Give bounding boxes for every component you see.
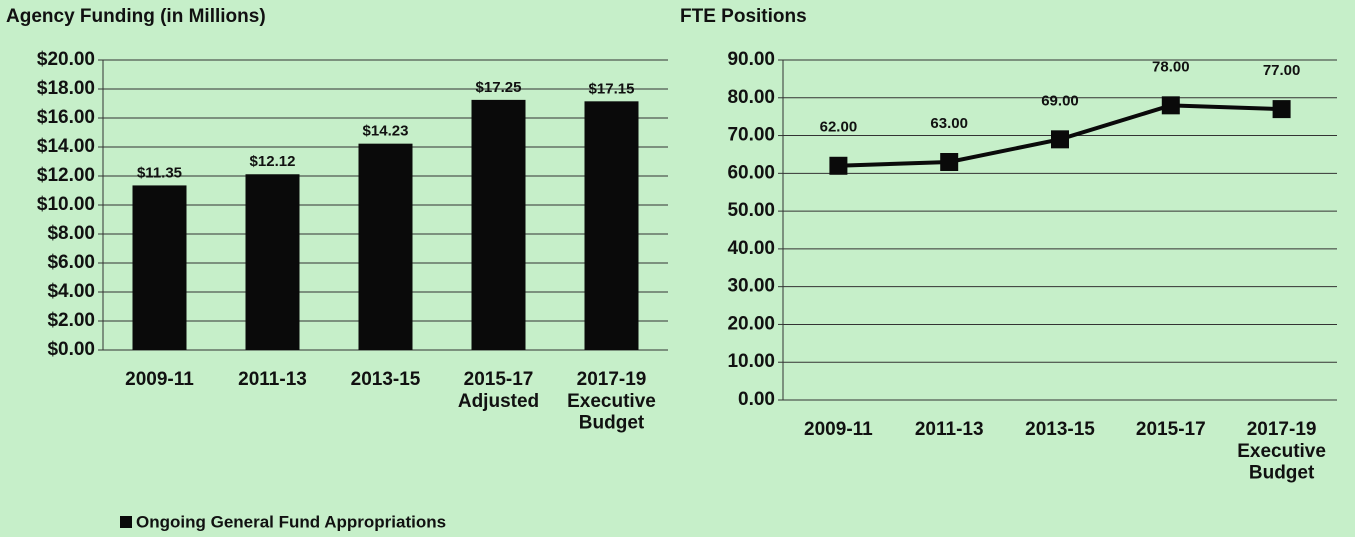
chart-title: FTE Positions (680, 6, 807, 27)
x-tick-label: 2015-17 (1136, 419, 1206, 440)
y-tick-label: 40.00 (727, 238, 775, 259)
y-tick-label: 50.00 (727, 200, 775, 221)
y-tick-label: 60.00 (727, 162, 775, 183)
x-tick-label: 2009-11 (125, 369, 194, 390)
x-tick-label: 2011-13 (238, 369, 307, 390)
x-tick-label: 2017-19 Executive Budget (567, 369, 656, 434)
x-tick-label: 2013-15 (1025, 419, 1095, 440)
y-tick-label: 0.00 (738, 389, 775, 410)
y-tick-label: $0.00 (47, 339, 95, 360)
marker (1051, 130, 1069, 149)
y-tick-label: 30.00 (727, 276, 775, 297)
data-label: $14.23 (363, 123, 409, 140)
legend-swatch (120, 516, 132, 528)
legend-label: Ongoing General Fund Appropriations (136, 512, 446, 531)
y-tick-label: $14.00 (37, 136, 95, 157)
y-tick-label: $20.00 (37, 49, 95, 70)
y-tick-label: $2.00 (47, 310, 95, 331)
y-tick-label: 70.00 (727, 125, 775, 146)
chart-title: Agency Funding (in Millions) (6, 6, 266, 27)
data-label: 63.00 (930, 115, 968, 132)
y-tick-label: 90.00 (727, 49, 775, 70)
bar (584, 101, 639, 350)
bar (471, 99, 526, 350)
y-tick-label: $10.00 (37, 194, 95, 215)
x-tick-label: 2017-19 Executive Budget (1237, 419, 1326, 484)
y-tick-label: $18.00 (37, 78, 95, 99)
data-label: $11.35 (137, 164, 182, 181)
data-label: $17.15 (589, 80, 635, 97)
marker (829, 156, 848, 175)
y-tick-label: 20.00 (727, 313, 775, 334)
data-label: 77.00 (1263, 62, 1301, 79)
x-tick-label: 2009-11 (804, 419, 873, 440)
y-tick-label: 80.00 (727, 87, 775, 108)
data-label: 69.00 (1041, 92, 1079, 109)
x-tick-label: 2011-13 (915, 419, 984, 440)
data-label: $17.25 (476, 79, 522, 96)
x-tick-label: 2015-17 Adjusted (458, 369, 539, 412)
bar (132, 185, 187, 350)
y-tick-label: $4.00 (47, 281, 95, 302)
bar (245, 174, 300, 350)
y-tick-label: $12.00 (37, 165, 95, 186)
y-tick-label: $16.00 (37, 107, 95, 128)
data-label: $12.12 (250, 153, 296, 170)
x-tick-label: 2013-15 (351, 369, 421, 390)
y-tick-label: $8.00 (47, 223, 95, 244)
y-tick-label: 10.00 (727, 351, 775, 372)
data-label: 62.00 (820, 119, 858, 136)
data-label: 78.00 (1152, 58, 1190, 75)
bar (358, 143, 413, 350)
y-tick-label: $6.00 (47, 252, 95, 273)
marker (940, 153, 959, 171)
marker (1161, 96, 1180, 115)
marker (1272, 100, 1291, 119)
